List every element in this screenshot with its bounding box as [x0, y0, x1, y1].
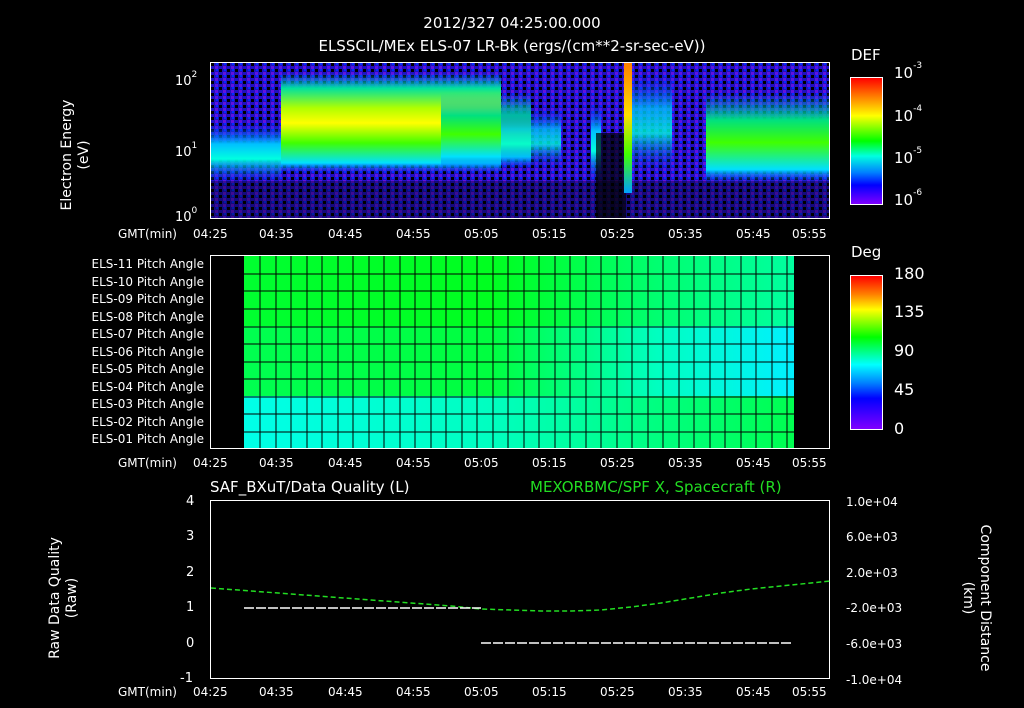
panel3-xtick: 05:15 — [532, 685, 567, 699]
colorbar-def — [850, 77, 883, 205]
pa-label: ELS-11 Pitch Angle — [91, 257, 204, 271]
line-plot — [210, 500, 831, 679]
right-ytick: -2.0e+03 — [846, 601, 903, 615]
panel1-xtick: 05:35 — [668, 227, 703, 241]
line-plot-series — [210, 580, 831, 644]
spacecraft-x-line — [210, 580, 831, 612]
pa-label: ELS-01 Pitch Angle — [91, 432, 204, 446]
panel2-xtick: 05:45 — [736, 456, 771, 470]
panel1-ylabel: Electron Energy (eV) — [59, 99, 92, 211]
colorbar1-tick-1e-5: 10-5 — [894, 146, 923, 167]
panel2-xtick: 04:25 — [193, 456, 228, 470]
colorbar1-tick-1e-6: 10-6 — [894, 188, 923, 209]
panel3-xlabel: GMT(min) — [118, 685, 177, 699]
spectrogram-image — [211, 63, 829, 218]
colorbar1-tick-1e-3: 10-3 — [894, 61, 923, 82]
panel1-ytick-100: 102 — [175, 70, 198, 89]
colorbar2-tick-135: 135 — [894, 302, 925, 321]
panel3-xtick: 05:25 — [600, 685, 635, 699]
pitch-angle-labels: ELS-11 Pitch Angle ELS-10 Pitch Angle EL… — [0, 258, 204, 448]
colorbar-deg — [850, 275, 883, 430]
pa-label: ELS-06 Pitch Angle — [91, 344, 204, 359]
panel2-xtick: 05:35 — [668, 456, 703, 470]
panel1-xtick: 05:15 — [532, 227, 567, 241]
panel2-xtick: 05:05 — [464, 456, 499, 470]
colorbar2-tick-45: 45 — [894, 380, 915, 399]
panel1-xtick: 04:45 — [328, 227, 363, 241]
left-ytick: 4 — [186, 494, 195, 509]
panel1-ytick-10: 101 — [175, 141, 198, 160]
panel3-xtick: 05:05 — [464, 685, 499, 699]
pa-label: ELS-02 Pitch Angle — [91, 414, 204, 429]
panel3-xtick: 04:25 — [193, 685, 228, 699]
colorbar2-tick-90: 90 — [894, 341, 915, 360]
panel2-xtick: 05:15 — [532, 456, 567, 470]
panel1-xtick: 05:45 — [736, 227, 771, 241]
colorbar2-title: Deg — [851, 243, 882, 261]
left-ytick: 0 — [186, 636, 195, 651]
panel1-xtick: 04:25 — [193, 227, 228, 241]
right-ytick: 1.0e+04 — [846, 495, 898, 509]
panel2-xtick: 04:55 — [396, 456, 431, 470]
left-ytick: 1 — [186, 600, 195, 615]
timestamp-title: 2012/327 04:25:00.000 — [423, 14, 601, 32]
panel3-xtick: 04:55 — [396, 685, 431, 699]
right-ytick: -1.0e+04 — [846, 673, 903, 687]
panel2-xlabel: GMT(min) — [118, 456, 177, 470]
panel2-xtick: 04:45 — [328, 456, 363, 470]
right-ytick: -6.0e+03 — [846, 637, 903, 651]
panel1-xtick: 04:55 — [396, 227, 431, 241]
panel1-xlabel: GMT(min) — [118, 227, 177, 241]
panel1-ytick-1: 100 — [175, 206, 198, 225]
pa-label: ELS-07 Pitch Angle — [91, 327, 204, 341]
pa-label: ELS-04 Pitch Angle — [91, 379, 204, 394]
pa-label: ELS-09 Pitch Angle — [91, 292, 204, 306]
panel1-xtick: 05:25 — [600, 227, 635, 241]
panel3-left-ylabel: Raw Data Quality (Raw) — [47, 537, 80, 659]
panel1-xtick: 05:55 — [792, 227, 827, 241]
right-ytick: 6.0e+03 — [846, 530, 898, 544]
colorbar2-tick-0: 0 — [894, 419, 905, 438]
pa-label: ELS-03 Pitch Angle — [91, 397, 204, 411]
left-ytick: -1 — [180, 671, 193, 686]
panel3-right-ylabel: Component Distance (km) — [960, 524, 993, 672]
panel3-xtick: 05:45 — [736, 685, 771, 699]
panel3-right-title: MEXORBMC/SPF X, Spacecraft (R) — [530, 478, 782, 496]
left-ytick: 3 — [186, 529, 195, 544]
panel1-title: ELSSCIL/MEx ELS-07 LR-Bk (ergs/(cm**2-sr… — [318, 37, 706, 55]
panel2-xtick: 05:25 — [600, 456, 635, 470]
left-ytick: 2 — [186, 565, 195, 580]
panel1-xtick: 05:05 — [464, 227, 499, 241]
colorbar2-tick-180: 180 — [894, 264, 925, 283]
pitch-angle-plot — [210, 255, 830, 449]
pa-label: ELS-08 Pitch Angle — [91, 309, 204, 324]
pa-label: ELS-10 Pitch Angle — [91, 274, 204, 289]
panel1-xtick: 04:35 — [259, 227, 294, 241]
colorbar1-tick-1e-4: 10-4 — [894, 104, 923, 125]
panel2-xtick: 04:35 — [259, 456, 294, 470]
panel3-left-title: SAF_BXuT/Data Quality (L) — [210, 478, 410, 496]
colorbar1-title: DEF — [851, 46, 881, 64]
panel3-xtick: 04:35 — [259, 685, 294, 699]
spectrogram-plot — [210, 62, 830, 219]
panel3-xtick: 05:35 — [668, 685, 703, 699]
pa-label: ELS-05 Pitch Angle — [91, 362, 204, 376]
panel2-xtick: 05:55 — [792, 456, 827, 470]
right-ytick: 2.0e+03 — [846, 566, 898, 580]
panel3-xtick: 04:45 — [328, 685, 363, 699]
panel3-xtick: 05:55 — [792, 685, 827, 699]
pitch-angle-grid — [244, 256, 794, 448]
